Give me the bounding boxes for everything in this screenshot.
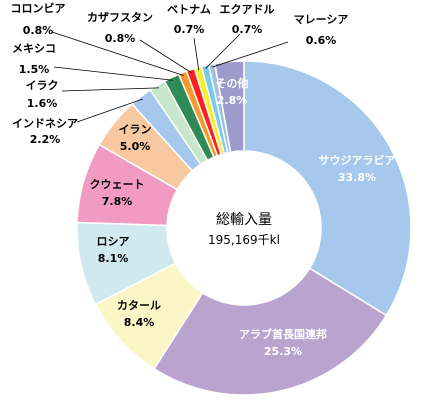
slice-value-12: 0.7% (232, 23, 263, 36)
slice-value-5: 5.0% (120, 140, 151, 153)
slice-label-13: マレーシア (294, 13, 349, 26)
slice-value-14: 2.8% (217, 94, 248, 107)
slice-label-11: ベトナム (167, 3, 211, 16)
slice-value-1: 25.3% (264, 345, 302, 358)
slice-label-14: その他 (216, 76, 249, 90)
slice-value-8: 1.5% (19, 63, 50, 76)
slice-label-10: カザフスタン (87, 11, 153, 24)
slice-14 (213, 60, 245, 154)
slice-value-7: 1.6% (27, 97, 58, 110)
slice-label-4: クウェート (90, 178, 145, 191)
slice-value-0: 33.8% (338, 171, 376, 184)
leader-line-10 (139, 39, 192, 73)
leader-line-6 (76, 98, 143, 123)
leader-line-9 (51, 31, 184, 76)
center-title: 総輸入量 (216, 212, 272, 228)
slice-value-11: 0.7% (174, 23, 205, 36)
slice-value-13: 0.6% (306, 34, 337, 47)
slice-value-9: 0.8% (23, 24, 54, 37)
slice-value-2: 8.4% (124, 316, 155, 329)
center-total: 195,169千kl (208, 233, 280, 247)
slice-label-1: アラブ首長国連邦 (239, 327, 327, 341)
slice-label-6: インドネシア (12, 117, 78, 130)
slice-0 (243, 60, 412, 317)
leader-line-7 (61, 87, 159, 92)
slice-labels: サウジアラビア 33.8% アラブ首長国連邦 25.3% カタール 8.4% ロシア 8.1%… (11, 1, 396, 358)
slice-value-4: 7.8% (102, 195, 133, 208)
slice-label-2: カタール (117, 299, 161, 312)
slice-value-3: 8.1% (98, 252, 129, 265)
leader-line-12 (205, 33, 241, 69)
leader-lines (51, 31, 289, 123)
slice-1 (153, 267, 388, 396)
slice-label-3: ロシア (97, 235, 130, 248)
slice-label-12: エクアドル (220, 3, 275, 16)
slice-value-10: 0.8% (105, 32, 136, 45)
slice-label-9: コロンビア (11, 1, 66, 15)
slice-label-0: サウジアラビア (319, 153, 396, 167)
leader-line-13 (212, 41, 289, 68)
donut-slices (76, 60, 412, 396)
leader-line-11 (193, 37, 200, 71)
slice-label-5: イラン (119, 123, 152, 136)
slice-label-7: イラク (26, 79, 59, 92)
slice-label-8: メキシコ (12, 42, 56, 55)
leader-line-8 (53, 66, 173, 81)
slice-value-6: 2.2% (30, 133, 61, 146)
